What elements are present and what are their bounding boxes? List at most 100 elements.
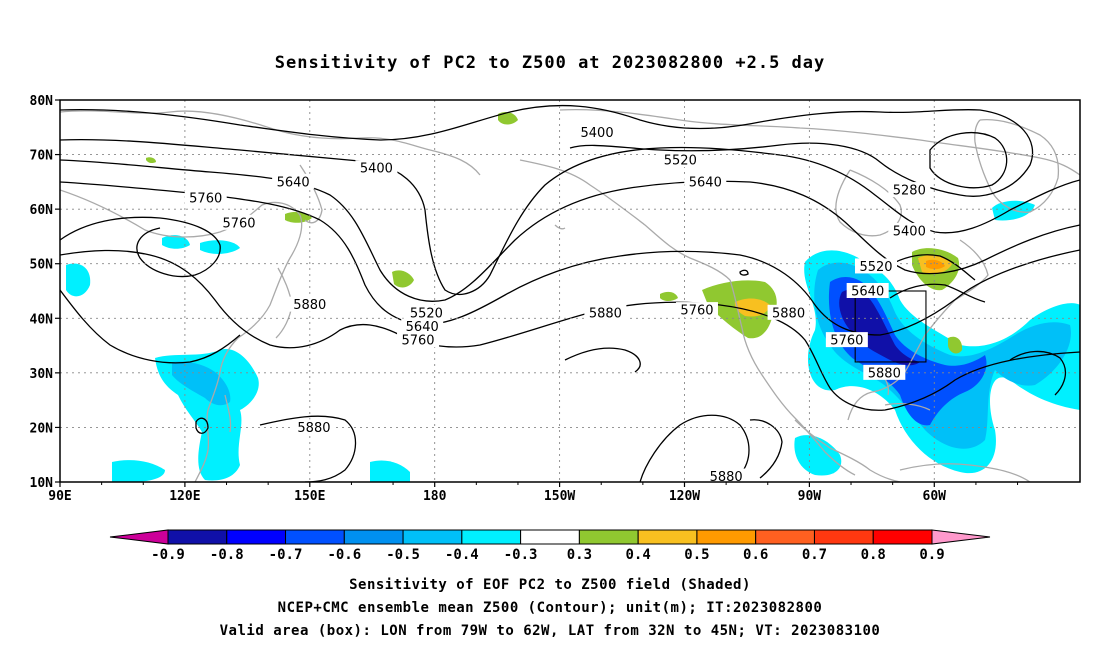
contour-label-bg [846, 283, 889, 298]
coastline-greenland [974, 119, 1060, 213]
contour-label: 5880 [710, 470, 743, 485]
contour-label: 5280 [893, 184, 926, 199]
contour-label: 5640 [851, 285, 884, 300]
contour-label: 5640 [689, 175, 722, 190]
colorbar-label: -0.7 [269, 547, 303, 563]
lon-tick-label: 90W [798, 489, 822, 504]
colorbar-label: -0.4 [445, 547, 479, 563]
contour-label: 5880 [772, 306, 805, 321]
shade-positive-arctic [498, 112, 518, 125]
coastline-na-east [847, 239, 989, 421]
coastline-philippines [224, 394, 232, 433]
colorbar-swatch [167, 529, 228, 545]
contour-5760-low [60, 216, 221, 278]
shade-positive-east-coast [948, 336, 963, 354]
lat-tick-label: 70N [30, 149, 54, 164]
contour-label-bg [659, 152, 702, 168]
contour-label-bg [888, 222, 931, 238]
shade-positive-us-west-core [734, 298, 770, 317]
contour-label-bg [825, 332, 868, 348]
contour-label: 5760 [189, 192, 222, 207]
contour-5280 [929, 132, 1008, 189]
contour-label-bg [184, 190, 227, 206]
contour-label: 5400 [893, 224, 926, 239]
lat-tick-label: 40N [30, 312, 54, 327]
contour-5400 [60, 104, 1034, 197]
contour-label: 5640 [406, 320, 439, 335]
colorbar-label: -0.3 [504, 547, 538, 563]
contour-5880-north [60, 249, 1080, 411]
colorbar-swatch [402, 529, 463, 545]
lon-tick-label: 150W [544, 489, 575, 504]
contour-5880-subtropic [564, 347, 641, 373]
contour-label-bg [292, 419, 335, 435]
contour-label-bg [888, 182, 931, 198]
colorbar-label: 0.9 [919, 547, 944, 563]
colorbar-label: 0.4 [626, 547, 651, 563]
lat-tick-label: 80N [30, 94, 54, 109]
colorbar-label: -0.9 [151, 547, 185, 563]
colorbar-swatch [637, 529, 698, 545]
caption-line-3: Valid area (box): LON from 79W to 62W, L… [220, 623, 881, 639]
contour-label: 5760 [830, 334, 863, 349]
shade-positive-dateline [392, 270, 414, 288]
contour-label-bg [855, 258, 897, 274]
contour-5760-north [60, 181, 1080, 336]
contour-label-bg [863, 364, 906, 380]
shade-negative-south-china [112, 460, 165, 482]
map-panel: 5400564057605760588058805400552056405520… [30, 94, 1081, 504]
contour-label-bg [675, 302, 718, 318]
shading-layer [66, 112, 1080, 482]
contour-label: 5400 [360, 162, 393, 177]
lon-tick-label: 180 [423, 489, 447, 504]
colorbar-swatch [872, 529, 933, 545]
colorbar-swatch [285, 529, 345, 545]
valid-area-box [854, 290, 927, 363]
contour-label-bg [401, 318, 444, 334]
colorbar-swatch [813, 529, 874, 545]
colorbar-label: -0.8 [210, 547, 244, 563]
caption-line-2: NCEP+CMC ensemble mean Z500 (Contour); u… [278, 600, 823, 616]
coastline-hawaii [554, 224, 566, 230]
colorbar: -0.9 -0.8 -0.7 -0.6 -0.5 -0.4 -0.3 0.3 0.4 0.5 0.6… [109, 529, 991, 563]
colorbar-label: -0.5 [386, 547, 420, 563]
contour-label-bg [218, 214, 261, 230]
contour-label: 5880 [293, 298, 326, 313]
contour-label: 5760 [401, 334, 434, 349]
lat-tick-label: 10N [30, 476, 54, 491]
coastline-asia [60, 189, 303, 482]
lon-tick-label: 150E [294, 489, 325, 504]
contour-label-bg [705, 468, 748, 482]
shade-positive-canada-east-strong [926, 259, 945, 270]
caption-line-1: Sensitivity of EOF PC2 to Z500 field (Sh… [349, 577, 751, 593]
coastline-central-america [794, 419, 901, 482]
shade-positive-pacific-small [146, 157, 156, 164]
contour-label-bg [584, 304, 627, 320]
contour-label-bg [576, 124, 619, 140]
contour-5520-east [884, 254, 976, 281]
shade-negative-north-pacific [162, 235, 190, 249]
contour-5880-tiny [739, 269, 749, 276]
contour-5880-east-pacific [639, 414, 750, 482]
contour-label-bg [684, 173, 727, 189]
colorbar-high-triangle [931, 529, 991, 545]
colorbar-swatch [696, 529, 757, 545]
shade-positive-gulf-alaska [660, 291, 678, 301]
contour-label: 5520 [410, 306, 443, 321]
lon-tick-label: 120E [169, 489, 200, 504]
contour-label: 5760 [680, 304, 713, 319]
contour-label-bg [405, 304, 448, 320]
contour-label-bg [272, 173, 315, 189]
grid-lines [60, 100, 1080, 482]
colorbar-swatch [226, 529, 287, 545]
contour-label: 5520 [859, 260, 892, 275]
lon-tick-label: 60W [923, 489, 947, 504]
colorbar-swatch [520, 529, 580, 545]
contour-5880-philippines [195, 417, 209, 434]
colorbar-swatch [343, 529, 404, 545]
contour-label: 5640 [277, 175, 310, 190]
lon-tick-label: 90E [48, 489, 71, 504]
